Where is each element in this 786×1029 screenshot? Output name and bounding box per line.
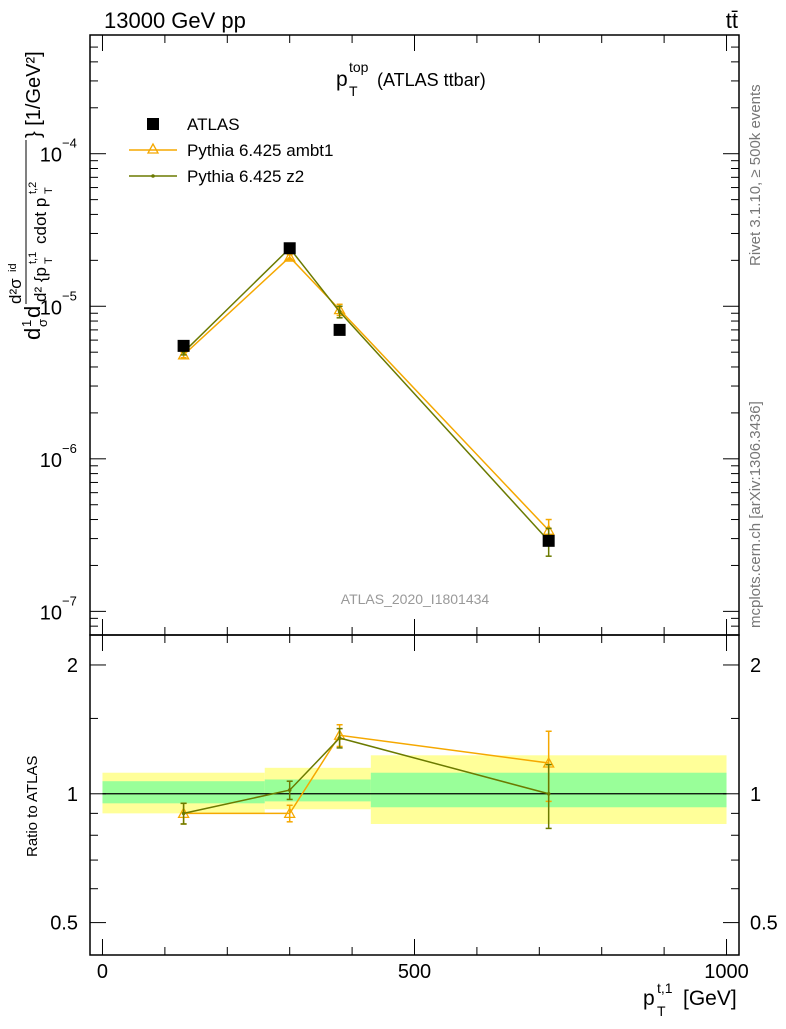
title-symbol: p: [336, 68, 348, 91]
mcplots-reference-text: mcplots.cern.ch [arXiv:1306.3436]: [747, 401, 764, 628]
main-point-atlas: [283, 242, 296, 255]
y-label-den-sub1: T: [43, 257, 55, 264]
ratio-series-line-z2: [183, 737, 549, 815]
x-label-subscript: T: [657, 1003, 666, 1019]
main-y-tick-exponent: −5: [62, 288, 77, 303]
ratio-panel: 0.5 0.5 1 1 2 2 0 500 1000 Ratio to ATLAS p t,1 …: [24, 634, 778, 1019]
ratio-point-z2: [546, 791, 551, 796]
main-point-ambt1: [283, 250, 296, 262]
legend-marker-atlas: [147, 118, 159, 130]
y-label-one: 1: [19, 320, 34, 327]
main-y-axis-label: d 1 σ d d²σ id d² {p T t,1 cdot p T t,2 …: [6, 51, 55, 340]
ratio-y-tick-label-right: 2: [750, 655, 761, 677]
ratio-y-tick-label: 1: [67, 784, 78, 806]
main-y-tick-label: 10: [40, 145, 62, 167]
main-y-tick-exponent: −4: [62, 136, 77, 151]
x-label-superscript: t,1: [657, 980, 673, 996]
ratio-x-tick-label: 500: [398, 961, 431, 983]
ratio-y-axis-label: Ratio to ATLAS: [24, 756, 41, 857]
ratio-y-tick-label-right: 0.5: [750, 913, 778, 935]
y-label-d: d: [20, 328, 45, 340]
x-label-units: [GeV]: [683, 987, 737, 1010]
rivet-version-text: Rivet 3.1.10, ≥ 500k events: [747, 84, 764, 266]
main-plot-content: [177, 242, 555, 557]
ratio-point-z2: [287, 788, 292, 792]
y-label-den-sup2: t,2: [27, 182, 39, 194]
main-point-z2: [337, 309, 342, 314]
main-y-tick-label: 10: [40, 297, 62, 319]
y-label-sigma: σ: [35, 319, 50, 327]
legend-label-ambt1: Pythia 6.425 ambt1: [187, 141, 333, 160]
legend-label-atlas: ATLAS: [187, 115, 240, 134]
ratio-series-line-ambt1: [183, 734, 549, 815]
ratio-x-tick-label: 1000: [704, 961, 749, 983]
title-superscript: top: [349, 59, 369, 75]
main-point-atlas: [542, 534, 555, 547]
analysis-watermark: ATLAS_2020_I1801434: [341, 591, 490, 607]
main-series-line-ambt1: [183, 256, 550, 531]
main-y-tick-label: 10: [40, 602, 62, 624]
ratio-band-green: [264, 779, 371, 802]
legend-marker-ambt1: [146, 142, 160, 154]
main-y-tick-exponent: −6: [62, 441, 77, 456]
ratio-y-tick-label: 0.5: [50, 913, 78, 935]
title-text: (ATLAS ttbar): [377, 70, 486, 90]
y-label-num: d²σ: [6, 278, 25, 304]
y-label-den-mid: cdot p: [31, 198, 50, 244]
ratio-point-ambt1: [283, 807, 296, 819]
main-series-line-z2: [183, 247, 550, 542]
main-point-atlas: [333, 323, 346, 336]
main-panel: 10−710−610−510−4 ATLAS_2020_I1801434 p t…: [6, 34, 740, 636]
title-subscript: T: [349, 83, 358, 99]
legend-marker-z2: [151, 174, 155, 178]
y-label-units: } [1/GeV²]: [23, 51, 45, 138]
header-final-state: tt̄: [726, 8, 738, 33]
x-label-symbol: p: [643, 987, 655, 1010]
legend-label-z2: Pythia 6.425 z2: [187, 167, 304, 186]
y-label-num-sup: id: [7, 263, 19, 272]
main-y-tick-exponent: −7: [62, 593, 77, 608]
ratio-axes: 0.5 0.5 1 1 2 2 0 500 1000: [50, 635, 778, 983]
x-axis-label: p t,1 T [GeV]: [643, 980, 737, 1019]
main-plot-title: p top T (ATLAS ttbar): [336, 59, 486, 99]
y-label-d2: d: [20, 306, 45, 318]
ratio-plot-content: [102, 723, 727, 830]
ratio-y-tick-label-right: 1: [750, 784, 761, 806]
ratio-point-z2: [337, 736, 342, 740]
header-process: 13000 GeV pp: [104, 8, 246, 33]
y-label-den-sub2: T: [43, 187, 55, 194]
ratio-y-tick-label: 2: [67, 655, 78, 677]
ratio-band-green: [102, 781, 265, 804]
legend: ATLAS Pythia 6.425 ambt1 Pythia 6.425 z2: [129, 115, 333, 186]
y-label-den-sup1: t,1: [27, 252, 39, 264]
y-label-den: d² {p: [31, 267, 50, 302]
ratio-point-z2: [181, 811, 186, 816]
main-y-axis: 10−710−610−510−4: [40, 35, 739, 636]
ratio-x-tick-label: 0: [97, 961, 108, 983]
main-point-atlas: [177, 339, 190, 352]
main-y-tick-label: 10: [40, 450, 62, 472]
